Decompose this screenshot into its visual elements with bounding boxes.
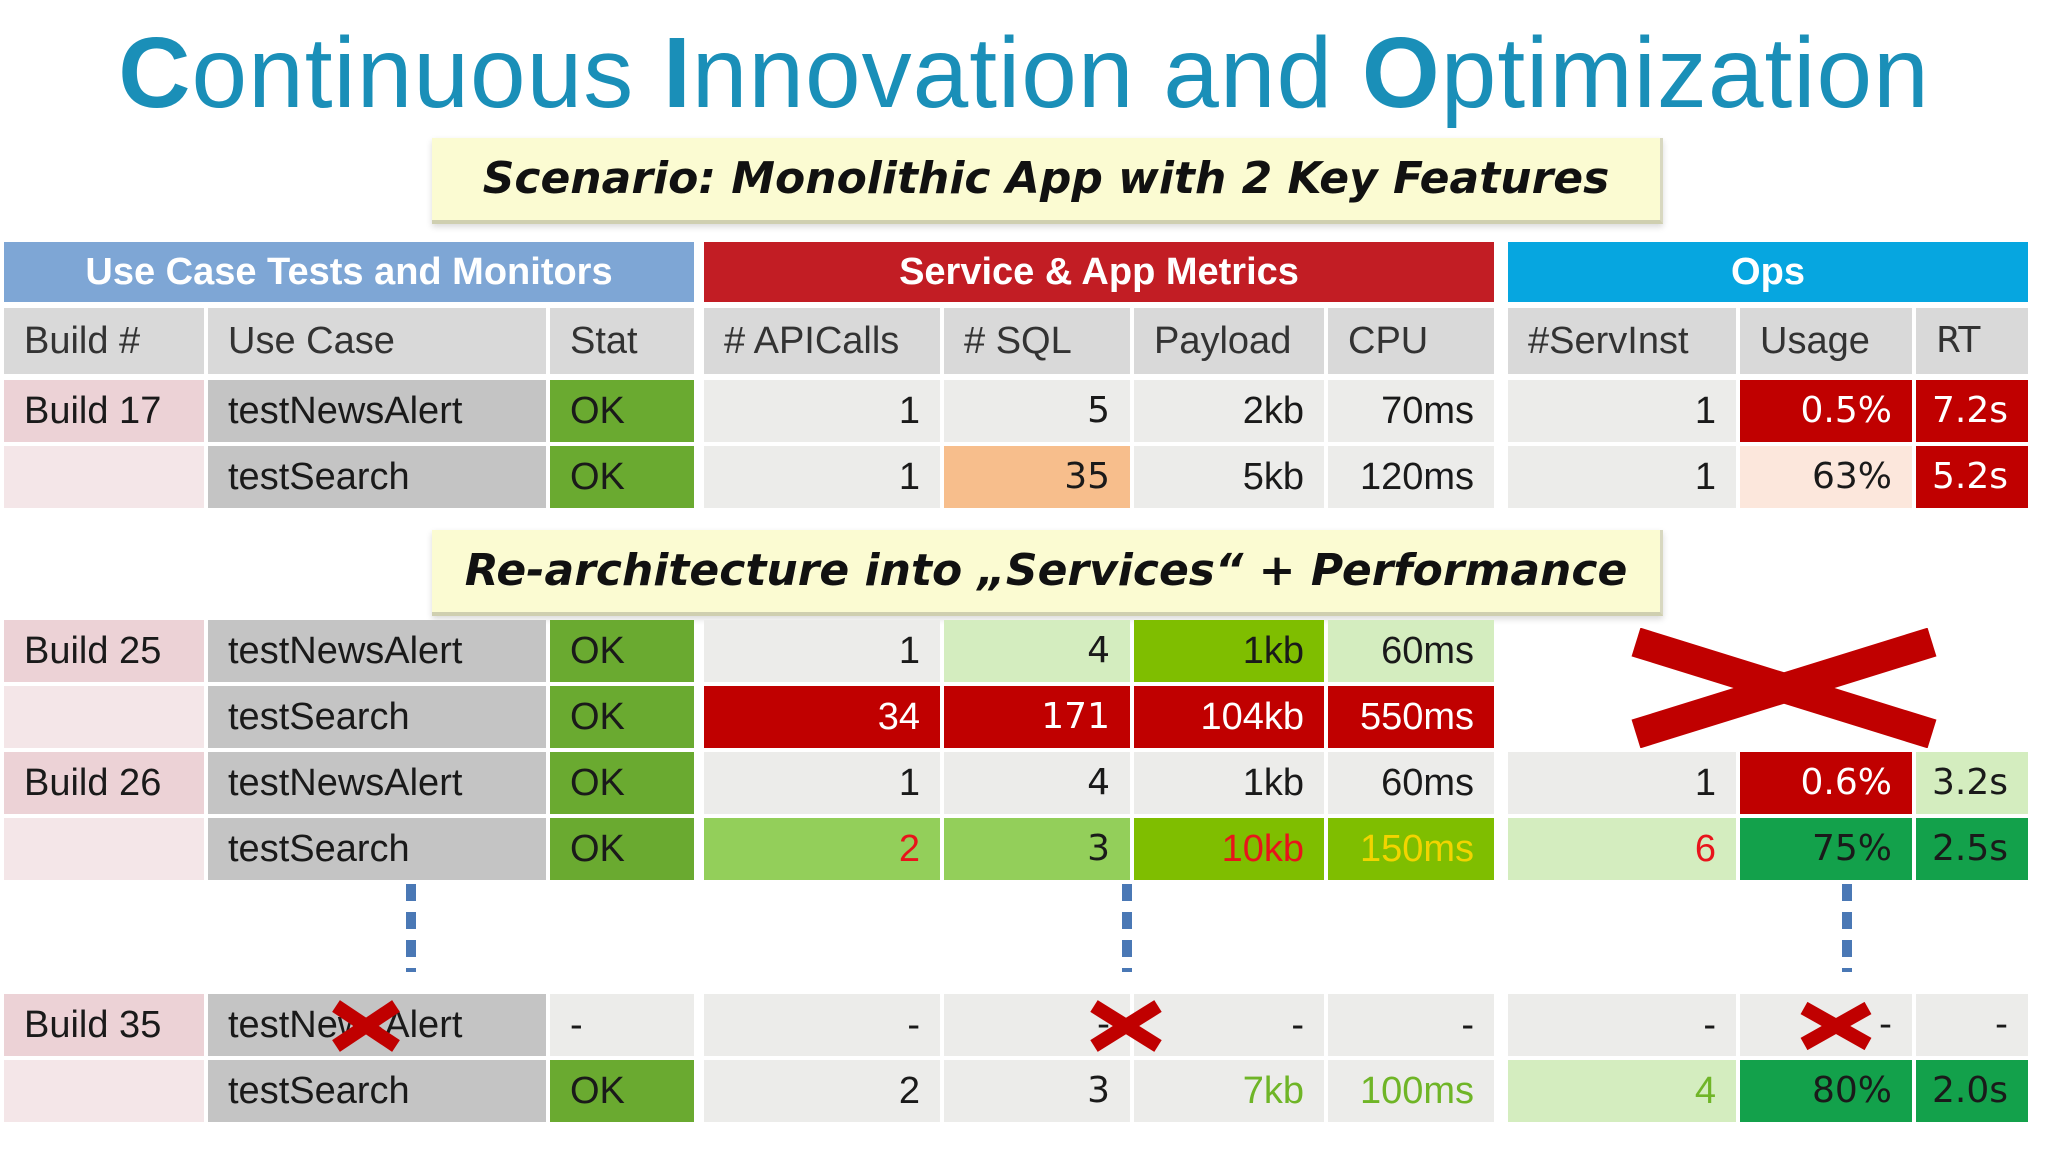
sql-cell: 4 bbox=[944, 620, 1130, 682]
col-apicalls: # APICalls bbox=[704, 308, 940, 374]
sql-cell: 171 bbox=[944, 686, 1130, 748]
build-label bbox=[4, 686, 204, 748]
use-case-cell: testSearch bbox=[208, 446, 546, 508]
stat-cell: - bbox=[550, 994, 694, 1056]
stat-cell: OK bbox=[550, 446, 694, 508]
stat-cell: OK bbox=[550, 1060, 694, 1122]
col-usage: Usage bbox=[1740, 308, 1912, 374]
servinst-cell: 1 bbox=[1508, 752, 1736, 814]
stat-cell: OK bbox=[550, 752, 694, 814]
sql-cell: 35 bbox=[944, 446, 1130, 508]
col-sql: # SQL bbox=[944, 308, 1130, 374]
build-label: Build 25 bbox=[4, 620, 204, 682]
usage-cell: 0.5% bbox=[1740, 380, 1912, 442]
apicalls-cell: 1 bbox=[704, 380, 940, 442]
rt-cell: - bbox=[1916, 994, 2028, 1056]
build-label bbox=[4, 818, 204, 880]
usage-cell: 75% bbox=[1740, 818, 1912, 880]
continuation-dash-icon bbox=[1842, 884, 1852, 972]
rt-cell: 5.2s bbox=[1916, 446, 2028, 508]
col-servinst: #ServInst bbox=[1508, 308, 1736, 374]
servinst-cell: - bbox=[1508, 994, 1736, 1056]
sql-cell: 4 bbox=[944, 752, 1130, 814]
apicalls-cell: - bbox=[704, 994, 940, 1056]
use-case-cell: testNewsAlert bbox=[208, 752, 546, 814]
use-case-cell: testNewsAlert bbox=[208, 620, 546, 682]
build-label: Build 17 bbox=[4, 380, 204, 442]
apicalls-cell: 1 bbox=[704, 620, 940, 682]
metrics-header: Service & App Metrics bbox=[704, 242, 1494, 302]
continuation-dash-icon bbox=[406, 884, 416, 972]
continuation-dash-icon bbox=[1122, 884, 1132, 972]
payload-cell: 10kb bbox=[1134, 818, 1324, 880]
stat-cell: OK bbox=[550, 818, 694, 880]
payload-cell: 7kb bbox=[1134, 1060, 1324, 1122]
build-label bbox=[4, 1060, 204, 1122]
removed-cross-icon bbox=[1800, 1001, 1872, 1051]
apicalls-cell: 1 bbox=[704, 752, 940, 814]
sql-cell: 3 bbox=[944, 818, 1130, 880]
ops-header: Ops bbox=[1508, 242, 2028, 302]
rt-cell: 2.0s bbox=[1916, 1060, 2028, 1122]
col-rt: RT bbox=[1916, 308, 2028, 374]
apicalls-cell: 1 bbox=[704, 446, 940, 508]
use-case-cell: testSearch bbox=[208, 1060, 546, 1122]
col-cpu: CPU bbox=[1328, 308, 1494, 374]
cpu-cell: 60ms bbox=[1328, 620, 1494, 682]
sql-cell: 3 bbox=[944, 1060, 1130, 1122]
ops-cross-icon bbox=[1631, 628, 1937, 748]
usage-cell: 80% bbox=[1740, 1060, 1912, 1122]
payload-cell: 1kb bbox=[1134, 752, 1324, 814]
stat-cell: OK bbox=[550, 620, 694, 682]
payload-cell: 5kb bbox=[1134, 446, 1324, 508]
usage-cell: 0.6% bbox=[1740, 752, 1912, 814]
stat-cell: OK bbox=[550, 686, 694, 748]
build-label: Build 26 bbox=[4, 752, 204, 814]
apicalls-cell: 2 bbox=[704, 1060, 940, 1122]
col-build: Build # bbox=[4, 308, 204, 374]
cpu-cell: 550ms bbox=[1328, 686, 1494, 748]
sql-cell: 5 bbox=[944, 380, 1130, 442]
removed-cross-icon bbox=[332, 1000, 400, 1052]
cpu-cell: 60ms bbox=[1328, 752, 1494, 814]
usage-cell: 63% bbox=[1740, 446, 1912, 508]
rt-cell: 2.5s bbox=[1916, 818, 2028, 880]
rt-cell: 7.2s bbox=[1916, 380, 2028, 442]
tests-header: Use Case Tests and Monitors bbox=[4, 242, 694, 302]
servinst-cell: 6 bbox=[1508, 818, 1736, 880]
payload-cell: - bbox=[1134, 994, 1324, 1056]
page-title: Continuous Innovation and Optimization bbox=[118, 17, 1930, 129]
payload-cell: 1kb bbox=[1134, 620, 1324, 682]
servinst-cell: 1 bbox=[1508, 380, 1736, 442]
cpu-cell: 100ms bbox=[1328, 1060, 1494, 1122]
build-label: Build 35 bbox=[4, 994, 204, 1056]
cpu-cell: 150ms bbox=[1328, 818, 1494, 880]
removed-cross-icon bbox=[1090, 1000, 1162, 1052]
rearchitecture-banner: Re-architecture into „Services“ + Perfor… bbox=[432, 530, 1663, 678]
payload-cell: 104kb bbox=[1134, 686, 1324, 748]
use-case-cell: testNewsAlert bbox=[208, 380, 546, 442]
use-case-cell: testSearch bbox=[208, 818, 546, 880]
col-use-case: Use Case bbox=[208, 308, 546, 374]
build-label bbox=[4, 446, 204, 508]
cpu-cell: - bbox=[1328, 994, 1494, 1056]
col-stat: Stat bbox=[550, 308, 694, 374]
cpu-cell: 120ms bbox=[1328, 446, 1494, 508]
payload-cell: 2kb bbox=[1134, 380, 1324, 442]
scenario-banner: Scenario: Monolithic App with 2 Key Feat… bbox=[432, 138, 1663, 224]
apicalls-cell: 2 bbox=[704, 818, 940, 880]
apicalls-cell: 34 bbox=[704, 686, 940, 748]
rt-cell: 3.2s bbox=[1916, 752, 2028, 814]
col-payload: Payload bbox=[1134, 308, 1324, 374]
cpu-cell: 70ms bbox=[1328, 380, 1494, 442]
servinst-cell: 1 bbox=[1508, 446, 1736, 508]
stat-cell: OK bbox=[550, 380, 694, 442]
use-case-cell: testSearch bbox=[208, 686, 546, 748]
servinst-cell: 4 bbox=[1508, 1060, 1736, 1122]
